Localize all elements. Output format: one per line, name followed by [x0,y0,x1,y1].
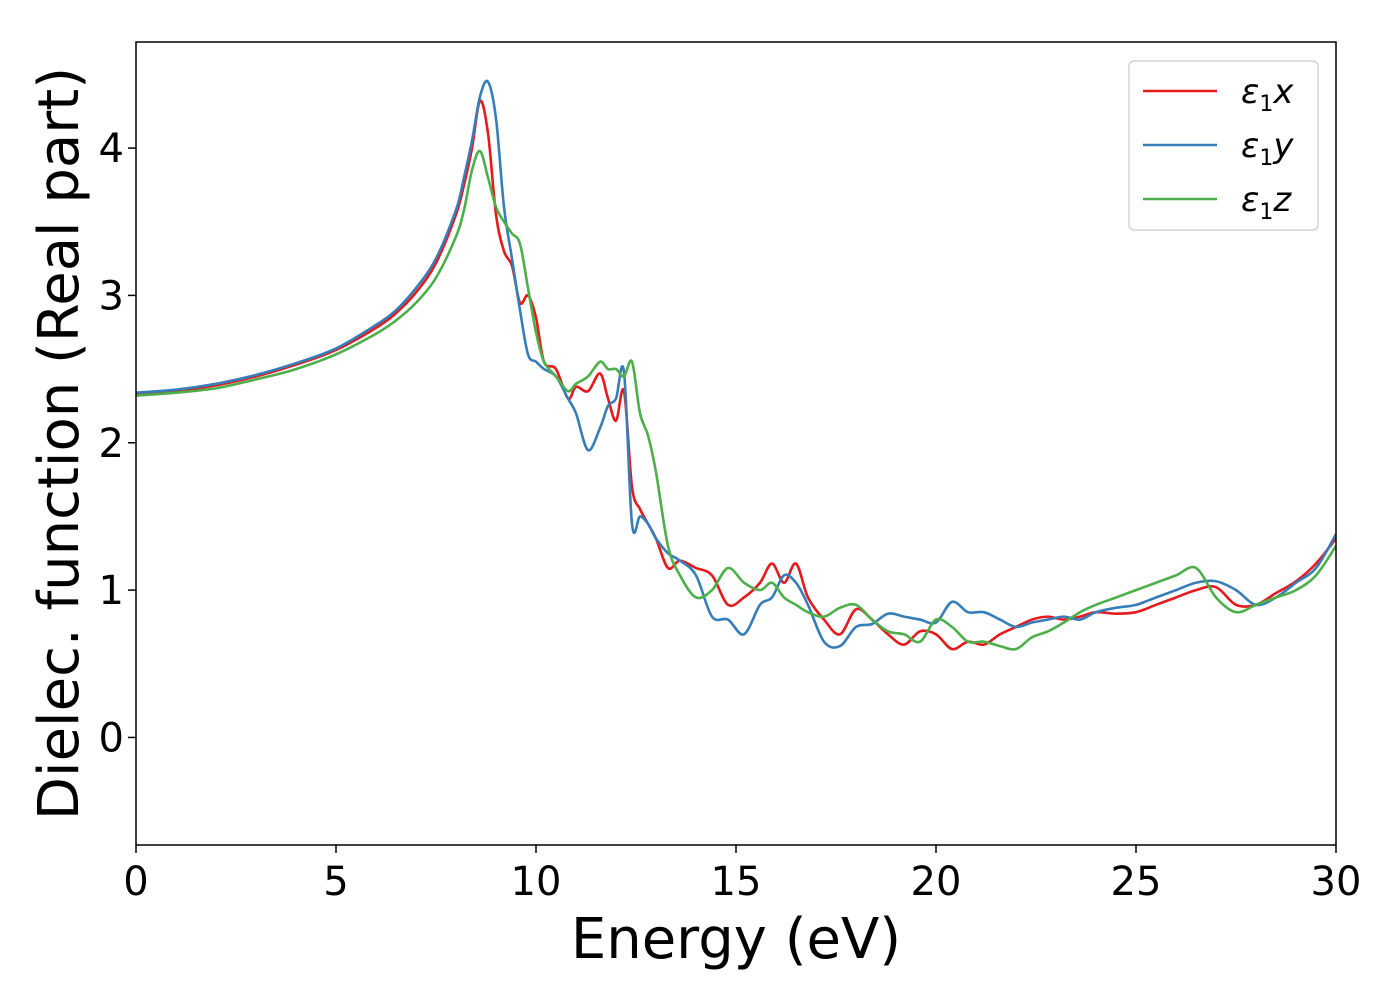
x-tick-label: 25 [1111,859,1162,905]
series-layer [136,79,1336,651]
x-tick-label: 20 [911,859,962,905]
y-axis-label: Dielec. function (Real part) [27,67,92,820]
legend-label-z: ε1z [1241,180,1292,225]
y-tick-label: 2 [99,421,124,467]
x-tick-label: 10 [511,859,562,905]
y-tick-label: 4 [99,126,124,172]
legend: ε1x ε1y ε1z [1128,60,1319,231]
series-line-y [136,79,1336,649]
legend-label-y: ε1y [1241,126,1294,171]
y-tick-label: 3 [99,273,124,319]
legend-label-x: ε1x [1241,72,1294,117]
y-tick-label: 0 [99,715,124,761]
legend-box [1128,60,1319,231]
x-tick-label: 0 [123,859,148,905]
x-axis-ticks: 0 5 10 15 20 25 30 [123,845,1361,905]
y-axis-ticks: 0 1 2 3 4 [99,126,136,761]
x-tick-label: 30 [1311,859,1362,905]
y-tick-label: 1 [99,568,124,614]
series-line-z [136,149,1336,651]
x-axis-label: Energy (eV) [571,907,901,972]
x-tick-label: 5 [323,859,348,905]
x-tick-label: 15 [711,859,762,905]
